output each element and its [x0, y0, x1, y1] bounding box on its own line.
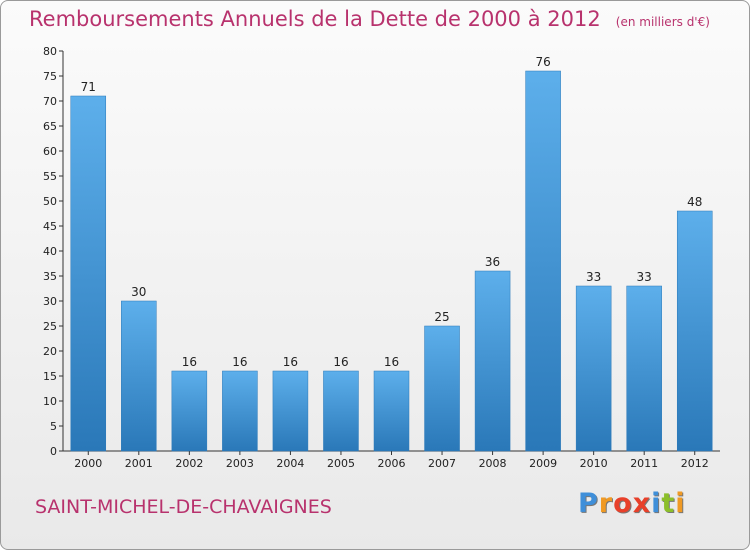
bar-2004 — [272, 370, 309, 452]
bar-2009 — [525, 70, 561, 452]
data-label-2005: 16 — [333, 355, 348, 369]
data-label-2000: 71 — [81, 80, 96, 94]
y-tick-label: 75 — [43, 70, 57, 83]
x-tick-label-2006: 2006 — [378, 457, 406, 470]
y-tick-label: 35 — [43, 270, 57, 283]
x-tick-label-2001: 2001 — [125, 457, 153, 470]
y-tick-label: 65 — [43, 120, 57, 133]
y-tick-label: 55 — [43, 170, 57, 183]
y-tick-label: 60 — [43, 145, 57, 158]
bar-2008 — [474, 270, 511, 452]
bar-2001 — [121, 300, 157, 452]
logo-letter: t — [661, 488, 676, 519]
data-label-2012: 48 — [687, 195, 702, 209]
y-tick-label: 50 — [43, 195, 57, 208]
y-tick-label: 45 — [43, 220, 57, 233]
logo-letter: x — [632, 488, 652, 519]
x-tick-label-2002: 2002 — [175, 457, 203, 470]
x-tick-label-2009: 2009 — [529, 457, 557, 470]
y-tick-label: 15 — [43, 370, 57, 383]
bar-2000 — [70, 95, 107, 452]
data-label-2003: 16 — [232, 355, 247, 369]
data-label-2008: 36 — [485, 255, 500, 269]
data-label-2007: 25 — [434, 310, 449, 324]
bar-2012 — [676, 210, 713, 452]
x-tick-label-2005: 2005 — [327, 457, 355, 470]
labels: 71 2000 30 2001 16 2002 16 2003 16 2004 16 2005 16 20… — [74, 55, 708, 470]
bar-2006 — [373, 370, 410, 452]
x-tick-label-2012: 2012 — [681, 457, 709, 470]
data-label-2004: 16 — [283, 355, 298, 369]
data-label-2011: 33 — [637, 270, 652, 284]
logo-letter: P — [578, 488, 599, 519]
logo-letter: r — [598, 488, 614, 519]
y-tick-label: 20 — [43, 345, 57, 358]
logo-letter: i — [651, 488, 662, 519]
y-tick-label: 40 — [43, 245, 57, 258]
x-tick-label-2000: 2000 — [74, 457, 102, 470]
x-tick-label-2007: 2007 — [428, 457, 456, 470]
axes: 0 5 10 15 20 25 30 35 40 45 50 55 60 65 70 75 80 — [43, 45, 720, 458]
chart-title-text: Remboursements Annuels de la Dette de 20… — [29, 7, 601, 31]
data-label-2009: 76 — [535, 55, 550, 69]
x-tick-label-2004: 2004 — [276, 457, 304, 470]
data-label-2001: 30 — [131, 285, 146, 299]
proxiti-logo: Proxiti — [578, 488, 686, 519]
y-tick-label: 25 — [43, 320, 57, 333]
bar-2002 — [171, 370, 208, 452]
place-name: SAINT-MICHEL-DE-CHAVAIGNES — [35, 496, 332, 518]
y-tick-label: 30 — [43, 295, 57, 308]
y-tick-label: 0 — [50, 445, 57, 458]
x-tick-label-2008: 2008 — [479, 457, 507, 470]
bar-2010 — [575, 285, 612, 452]
data-label-2006: 16 — [384, 355, 399, 369]
bar-2011 — [626, 285, 662, 452]
x-tick-label-2010: 2010 — [580, 457, 608, 470]
bar-2005 — [323, 370, 359, 452]
x-tick-label-2003: 2003 — [226, 457, 254, 470]
chart-unit-label: (en milliers d'€) — [615, 15, 710, 29]
y-tick-label: 10 — [43, 395, 57, 408]
bar-2003 — [222, 370, 258, 452]
logo-letter: i — [675, 488, 686, 519]
logo-letter: o — [613, 488, 633, 519]
x-tick-label-2011: 2011 — [630, 457, 658, 470]
bars — [70, 70, 713, 452]
bar-2007 — [424, 325, 460, 452]
y-tick-label: 80 — [43, 45, 57, 58]
chart-title: Remboursements Annuels de la Dette de 20… — [29, 7, 710, 31]
data-label-2002: 16 — [182, 355, 197, 369]
y-tick-label: 70 — [43, 95, 57, 108]
y-tick-label: 5 — [50, 420, 57, 433]
data-label-2010: 33 — [586, 270, 601, 284]
